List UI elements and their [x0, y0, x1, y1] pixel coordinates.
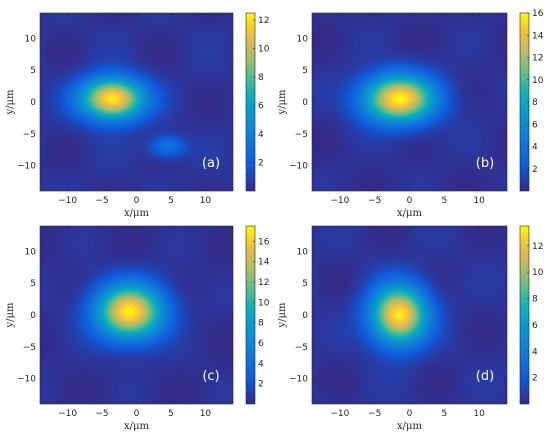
- y-tick-label: −10: [17, 162, 36, 172]
- colorbar: [245, 12, 256, 192]
- x-tick-label: 5: [441, 409, 447, 419]
- x-tick-label: 5: [168, 196, 174, 206]
- y-axis-label: y/μm: [277, 89, 288, 116]
- y-tick-label: −10: [17, 375, 36, 385]
- heatmap-image: [40, 226, 233, 404]
- colorbar-tick-label: 8: [258, 319, 264, 329]
- x-tick-label: 0: [134, 196, 140, 206]
- y-tick-label: −10: [289, 162, 308, 172]
- colorbar-tick-label: 4: [258, 359, 264, 369]
- y-tick-label: 0: [302, 311, 308, 321]
- colorbar-tick-label: 8: [258, 73, 264, 83]
- y-tick-label: −5: [23, 130, 36, 140]
- colorbar-tick-label: 6: [258, 339, 264, 349]
- x-axis-label: x/μm: [124, 421, 150, 432]
- y-tick-label: 5: [30, 66, 36, 76]
- colorbar-tick-label: 12: [258, 16, 269, 26]
- panel-d: −10 −5 0 5 10 10 5 0 −5 −10 x/μm y/μm (d) 12 10 8 6 4 2: [277, 225, 544, 432]
- colorbar-tick-label: 2: [258, 380, 264, 390]
- panel-a: −10 −5 0 5 10 10 5 0 −5 −10 x/μm y/μm (a) 12 10 8 6 4 2: [5, 12, 270, 219]
- colorbar-tick-label: 12: [532, 54, 543, 64]
- panel-b: −10 −5 0 5 10 10 5 0 −5 −10 x/μm y/μm (b) 16 14 12 10 8 6 4…: [277, 9, 544, 219]
- colorbar-tick-label: 10: [532, 76, 544, 86]
- colorbar-tick-label: 2: [532, 165, 538, 175]
- y-tick-label: 0: [30, 311, 36, 321]
- colorbar-tick-label: 2: [258, 159, 264, 169]
- colorbar-tick-label: 4: [258, 130, 264, 140]
- y-tick-label: −5: [295, 343, 308, 353]
- x-axis-label: x/μm: [124, 208, 150, 219]
- colorbar-tick-label: 16: [532, 9, 544, 19]
- colorbar-tick-label: 12: [532, 242, 543, 252]
- y-tick-label: 10: [25, 247, 37, 257]
- y-tick-label: 10: [297, 34, 309, 44]
- x-tick-label: −5: [368, 196, 381, 206]
- colorbar-tick-label: 12: [258, 278, 269, 288]
- y-tick-label: −10: [289, 375, 308, 385]
- heatmap-image: [312, 13, 507, 191]
- colorbar-tick-label: 10: [532, 268, 544, 278]
- heatmap-image: [40, 13, 233, 191]
- x-tick-label: −10: [330, 196, 349, 206]
- x-tick-label: 5: [441, 196, 447, 206]
- panel-label: (c): [202, 369, 219, 384]
- panel-label: (b): [476, 156, 494, 171]
- x-axis-label: x/μm: [397, 208, 423, 219]
- x-tick-label: 10: [200, 196, 212, 206]
- colorbar-tick-label: 14: [532, 31, 544, 41]
- y-tick-label: −5: [23, 343, 36, 353]
- y-axis-label: y/μm: [5, 302, 16, 329]
- x-tick-label: 0: [407, 409, 413, 419]
- y-tick-label: 10: [25, 34, 37, 44]
- x-tick-label: −10: [330, 409, 349, 419]
- panel-label: (d): [476, 369, 494, 384]
- y-tick-label: 5: [30, 279, 36, 289]
- x-tick-label: 0: [407, 196, 413, 206]
- colorbar-tick-label: 14: [258, 258, 270, 268]
- y-tick-label: 0: [302, 98, 308, 108]
- x-axis-label: x/μm: [397, 421, 423, 432]
- colorbar-tick-label: 6: [258, 102, 264, 112]
- colorbar-tick-label: 10: [258, 45, 270, 55]
- x-tick-label: 0: [134, 409, 140, 419]
- colorbar-tick-label: 8: [532, 295, 538, 305]
- colorbar-tick-label: 6: [532, 120, 538, 130]
- x-tick-label: −5: [368, 409, 381, 419]
- x-tick-label: −10: [58, 196, 77, 206]
- x-tick-label: −5: [95, 196, 108, 206]
- colorbar: [245, 225, 256, 405]
- x-tick-label: −10: [58, 409, 77, 419]
- y-axis-label: y/μm: [5, 89, 16, 116]
- colorbar-tick-label: 16: [258, 237, 270, 247]
- x-tick-label: 5: [168, 409, 174, 419]
- x-tick-label: 10: [473, 196, 485, 206]
- colorbar-tick-label: 4: [532, 347, 538, 357]
- panel-label: (a): [202, 156, 220, 171]
- colorbar-tick-label: 4: [532, 143, 538, 153]
- x-tick-label: 10: [473, 409, 485, 419]
- y-tick-label: 5: [302, 279, 308, 289]
- x-tick-label: −5: [95, 409, 108, 419]
- colorbar-tick-label: 8: [532, 98, 538, 108]
- panel-c: −10 −5 0 5 10 10 5 0 −5 −10 x/μm y/μm (c) 16 14 12 10 8 6 4…: [5, 225, 270, 432]
- colorbar-tick-label: 10: [258, 298, 270, 308]
- y-tick-label: 0: [30, 98, 36, 108]
- colorbar-tick-label: 6: [532, 321, 538, 331]
- colorbar: [519, 225, 530, 405]
- y-axis-label: y/μm: [277, 302, 288, 329]
- colorbar-tick-label: 2: [532, 374, 538, 384]
- y-tick-label: −5: [295, 130, 308, 140]
- x-tick-label: 10: [200, 409, 212, 419]
- y-tick-label: 5: [302, 66, 308, 76]
- heatmap-image: [312, 226, 507, 404]
- y-tick-label: 10: [297, 247, 309, 257]
